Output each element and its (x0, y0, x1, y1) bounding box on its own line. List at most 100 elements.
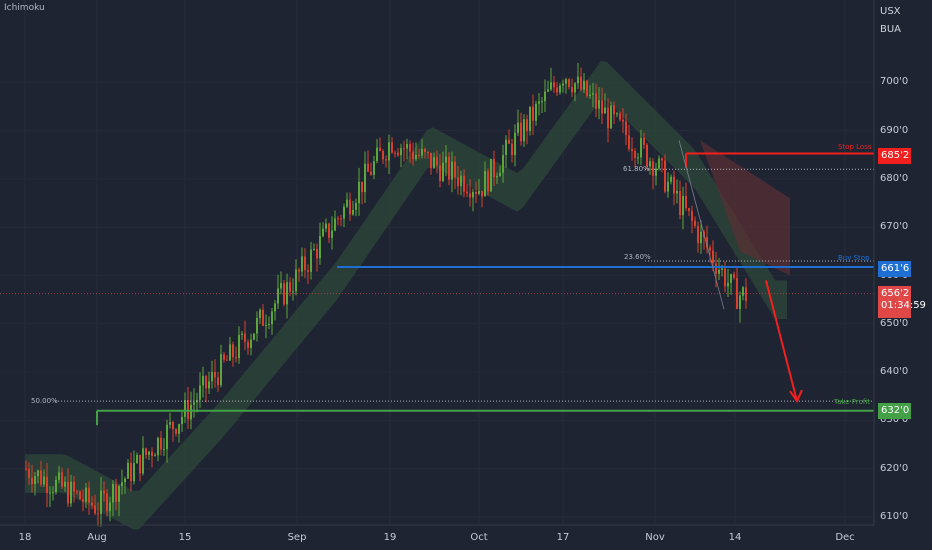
x-tick-label: Sep (287, 532, 307, 543)
candle-body (307, 270, 309, 272)
y-tick-label: 620'0 (880, 462, 909, 474)
candle-body (439, 165, 441, 181)
candle-body (445, 156, 447, 163)
candle-body (67, 481, 69, 504)
candle-body (415, 154, 417, 160)
x-tick-label: 18 (18, 532, 32, 543)
candle-body (49, 492, 51, 494)
candle-body (670, 176, 672, 182)
chart-grid (0, 0, 874, 525)
candle-body (391, 142, 393, 153)
candle-body (142, 448, 144, 474)
candle-body (262, 309, 264, 326)
candle-body (475, 192, 477, 194)
candle-body (268, 324, 270, 326)
fib-trend-line (678, 140, 725, 310)
candle-body (148, 451, 150, 455)
candle-body (493, 158, 495, 178)
candle-body (550, 82, 552, 90)
candle-body (34, 476, 36, 485)
candle-body (88, 487, 90, 503)
candle-body (226, 359, 228, 361)
trade-levels (0, 140, 874, 426)
y-tick-label: 680'0 (880, 172, 909, 184)
candle-body (442, 162, 444, 181)
candle-body (559, 85, 561, 93)
candle-body (721, 268, 723, 270)
candle-body (514, 132, 516, 156)
candle-body (103, 490, 105, 494)
candle-body (202, 376, 204, 386)
candle-body (616, 113, 618, 115)
candle-body (121, 482, 123, 486)
candle-body (346, 199, 348, 207)
candle-body (598, 100, 600, 109)
candle-body (490, 158, 492, 192)
candle-body (619, 113, 621, 120)
candle-body (214, 372, 216, 378)
candle-body (535, 103, 537, 121)
candle-body (43, 476, 45, 485)
candle-body (469, 193, 471, 198)
candle-body (301, 256, 303, 272)
candle-body (604, 107, 606, 114)
candle-body (115, 483, 117, 502)
candle-body (424, 148, 426, 153)
candle-body (82, 499, 84, 502)
candle-body (28, 468, 30, 478)
candle-body (94, 505, 96, 514)
candle-body (313, 249, 315, 251)
candle-body (382, 150, 384, 160)
symbol-line-1: USX (880, 6, 901, 17)
candle-body (412, 151, 414, 160)
candle-body (661, 158, 663, 161)
bar-countdown: 01:34:59 (881, 300, 926, 311)
candle-body (586, 80, 588, 97)
candle-body (343, 206, 345, 219)
stop-loss-label: Stop Loss (838, 143, 872, 151)
candle-body (112, 483, 114, 503)
candle-body (184, 400, 186, 417)
candle-body (562, 83, 564, 86)
candle-body (76, 491, 78, 493)
candle-body (244, 333, 246, 342)
cloud-band (25, 60, 787, 530)
candle-body (607, 107, 609, 129)
candle-body (736, 277, 738, 309)
candle-body (283, 283, 285, 305)
x-tick-label: Aug (87, 532, 107, 543)
y-tick-label: 630'0 (880, 414, 909, 426)
candle-body (205, 376, 207, 389)
candle-body (232, 344, 234, 358)
y-tick-label: 670'0 (880, 221, 909, 233)
candle-body (394, 152, 396, 154)
candle-body (133, 463, 135, 482)
candle-body (631, 149, 633, 152)
candle-body (685, 195, 687, 209)
candle-body (337, 218, 339, 220)
candle-body (592, 93, 594, 95)
candle-body (709, 247, 711, 251)
candle-body (217, 377, 219, 386)
candle-body (265, 324, 267, 326)
candle-body (172, 422, 174, 430)
candle-body (340, 218, 342, 220)
candle-body (178, 424, 180, 434)
candle-body (361, 181, 363, 193)
candle-body (409, 143, 411, 152)
candle-body (730, 274, 732, 283)
candle-body (292, 291, 294, 293)
candle-body (451, 161, 453, 180)
current-price: 656'2 (881, 288, 910, 299)
candle-body (664, 160, 666, 192)
candle-body (118, 485, 120, 502)
candle-body (487, 170, 489, 192)
candle-body (169, 422, 171, 425)
candle-body (472, 192, 474, 198)
projection-line (765, 280, 798, 402)
current-price-tag: 656'2 01:34:59 (878, 286, 926, 318)
candle-body (706, 237, 708, 248)
candle-body (571, 86, 573, 93)
candle-body (724, 268, 726, 287)
